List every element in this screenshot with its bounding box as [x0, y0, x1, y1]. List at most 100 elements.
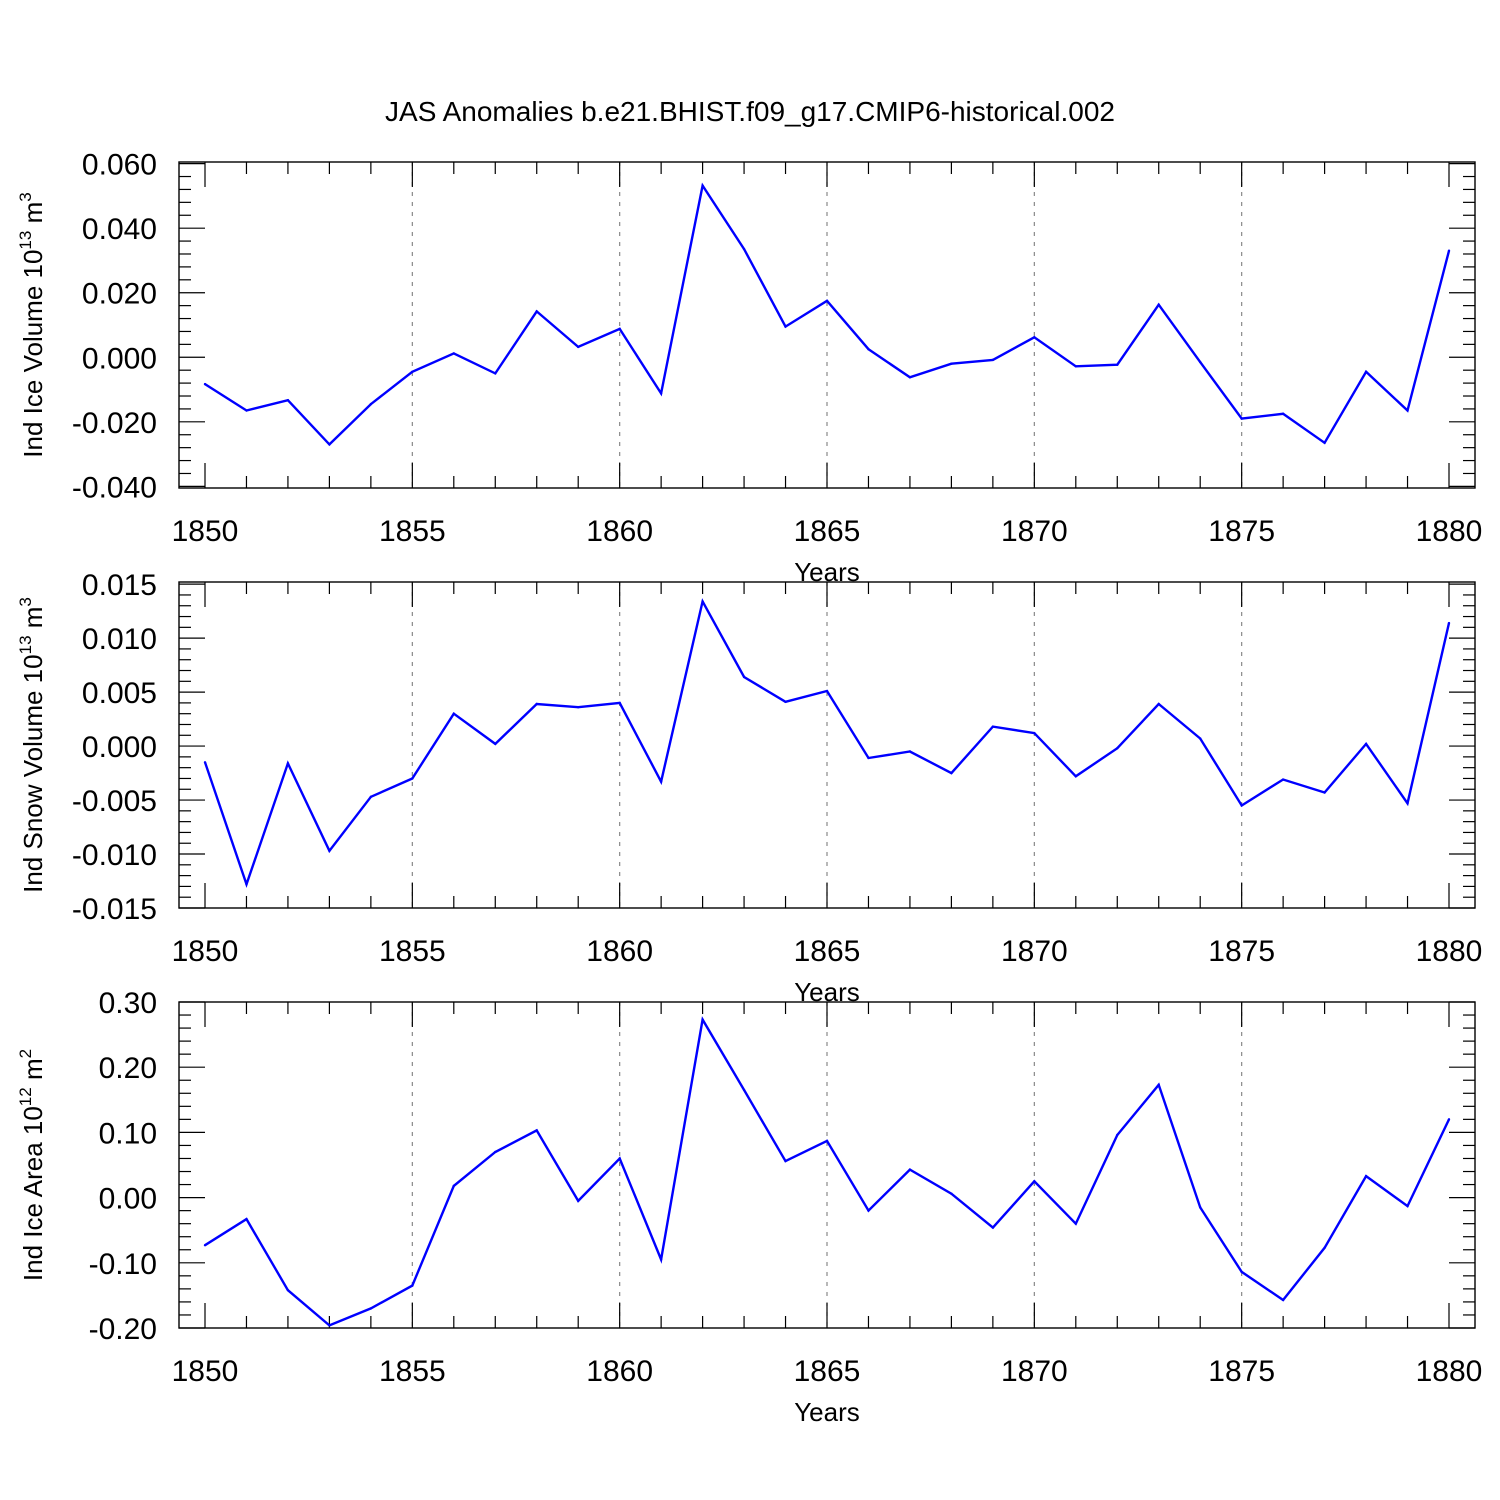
data-point — [1157, 1083, 1160, 1087]
data-point — [950, 1192, 953, 1195]
data-point — [784, 700, 787, 704]
data-point — [411, 1284, 414, 1287]
data-point — [867, 348, 870, 351]
data-point — [1033, 731, 1036, 735]
data-point — [369, 402, 373, 406]
data-point — [369, 1307, 373, 1310]
data-point — [1323, 791, 1326, 794]
data-point — [1074, 775, 1078, 778]
data-point — [742, 675, 746, 679]
data-point — [1199, 737, 1202, 740]
data-point — [286, 399, 290, 402]
x-tick-label: 1860 — [586, 1355, 653, 1388]
data-point — [991, 358, 995, 362]
data-point — [701, 1018, 704, 1021]
x-tick-label: 1860 — [586, 515, 653, 548]
data-point — [1281, 1298, 1285, 1302]
data-point — [203, 761, 207, 764]
data-point — [659, 392, 663, 395]
x-tick-label: 1865 — [794, 1355, 861, 1388]
x-tick-label: 1850 — [172, 1355, 239, 1388]
x-tick-label: 1855 — [379, 935, 446, 968]
y-tick-label: -0.015 — [72, 893, 157, 926]
x-tick-label: 1880 — [1416, 515, 1483, 548]
data-point — [1157, 702, 1160, 706]
data-point — [328, 1324, 331, 1327]
data-point — [577, 345, 580, 349]
data-point — [245, 409, 248, 412]
data-point — [784, 325, 787, 328]
y-tick-label: 0.000 — [82, 731, 157, 764]
data-point — [452, 352, 455, 355]
y-tick-label: -0.010 — [72, 839, 157, 872]
data-point — [991, 1226, 995, 1229]
x-tick-label: 1850 — [172, 935, 239, 968]
data-point — [1240, 417, 1243, 420]
data-point — [577, 1199, 580, 1203]
data-point — [1116, 363, 1119, 366]
data-point — [494, 1150, 497, 1154]
x-tick-label: 1850 — [172, 515, 239, 548]
y-axis-title: Ind Ice Volume 1013 m3 — [16, 192, 48, 457]
data-point — [784, 1159, 787, 1163]
y-tick-label: 0.010 — [82, 623, 157, 656]
data-point — [1447, 1118, 1451, 1121]
data-point — [908, 376, 912, 379]
y-tick-label: 0.30 — [99, 987, 157, 1020]
data-point — [1323, 1246, 1326, 1250]
y-tick-label: 0.015 — [82, 569, 157, 602]
y-tick-label: 0.060 — [82, 149, 157, 182]
data-point — [1116, 1133, 1119, 1137]
data-point — [328, 849, 331, 852]
data-point — [867, 756, 870, 760]
data-point — [452, 1184, 455, 1188]
data-point — [825, 1139, 829, 1143]
data-point — [1323, 441, 1326, 445]
y-tick-label: 0.10 — [99, 1117, 157, 1150]
x-tick-label: 1855 — [379, 1355, 446, 1388]
data-point — [950, 771, 953, 775]
data-point — [1364, 742, 1368, 746]
data-point — [1033, 1180, 1036, 1183]
x-tick-label: 1865 — [794, 515, 861, 548]
data-point — [1364, 370, 1368, 374]
data-point — [1281, 412, 1285, 415]
x-tick-label: 1870 — [1001, 935, 1068, 968]
data-point — [1074, 1222, 1078, 1225]
data-point — [1406, 802, 1409, 805]
x-tick-label: 1865 — [794, 935, 861, 968]
data-point — [1406, 409, 1409, 412]
data-point — [701, 600, 704, 603]
data-point — [1447, 621, 1451, 625]
y-tick-label: -0.020 — [72, 407, 157, 440]
y-tick-label: -0.040 — [72, 471, 157, 504]
data-point — [742, 1088, 746, 1092]
data-point — [825, 299, 829, 302]
data-point — [742, 247, 746, 251]
data-point — [659, 780, 663, 783]
data-point — [701, 184, 704, 187]
data-point — [411, 370, 414, 374]
data-point — [867, 1209, 870, 1212]
x-tick-label: 1855 — [379, 515, 446, 548]
data-point — [1240, 804, 1243, 807]
y-tick-label: -0.20 — [89, 1313, 157, 1346]
x-tick-label: 1880 — [1416, 1355, 1483, 1388]
data-point — [618, 701, 621, 705]
data-point — [494, 742, 497, 746]
data-point — [369, 795, 373, 799]
x-tick-label: 1880 — [1416, 935, 1483, 968]
data-point — [1199, 1206, 1202, 1209]
data-point — [535, 702, 538, 706]
data-point — [908, 750, 912, 753]
data-point — [825, 689, 829, 693]
data-point — [328, 443, 331, 446]
data-point — [1116, 747, 1119, 750]
data-point — [535, 1129, 538, 1132]
data-point — [1033, 336, 1036, 339]
x-axis-title: Years — [794, 1397, 860, 1427]
y-tick-label: 0.00 — [99, 1183, 157, 1216]
data-point — [286, 1288, 290, 1292]
data-point — [245, 883, 248, 886]
x-tick-label: 1860 — [586, 935, 653, 968]
